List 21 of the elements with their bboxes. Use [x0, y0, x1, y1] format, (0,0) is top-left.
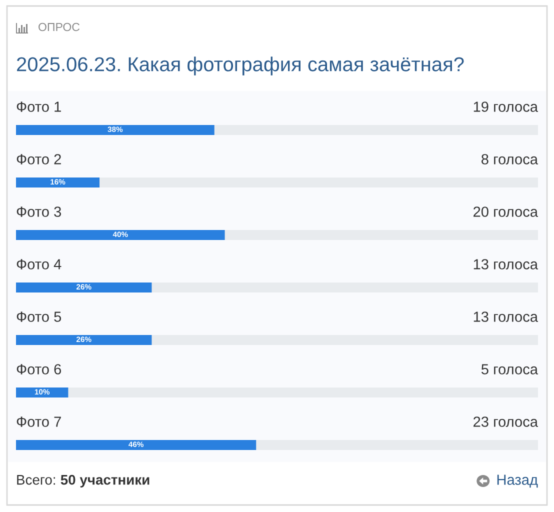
annotation: 13 голоса — [474, 259, 538, 270]
text: Всего: — [17, 475, 55, 485]
y-tick-label: Фото 6 — [16, 364, 62, 374]
y-tick-label: Фото 3 — [16, 206, 62, 217]
y-tick-label: Фото 7 — [16, 416, 61, 427]
y-tick-label: Фото 1 — [16, 102, 61, 112]
y-tick-label: Фото 4 — [16, 259, 62, 270]
annotation: 13 голоса — [474, 312, 538, 322]
annotation: 8 голоса — [482, 154, 538, 164]
annotation: 5 голоса — [481, 364, 538, 374]
bar — [16, 388, 68, 398]
chart-subtitle: ОПРОС — [38, 22, 80, 32]
annotation: 23 голоса — [474, 416, 538, 427]
text: Назад — [497, 474, 538, 488]
y-tick-label: Фото 2 — [16, 154, 61, 164]
annotation: 19 голоса — [474, 102, 538, 112]
text: 50 участники — [60, 474, 150, 488]
chart-title: 2025.06.23. Какая фотография самая зачётная? — [17, 56, 464, 76]
y-tick-label: Фото 5 — [16, 312, 62, 322]
annotation: 20 голоса — [474, 206, 538, 217]
bar — [16, 178, 100, 188]
